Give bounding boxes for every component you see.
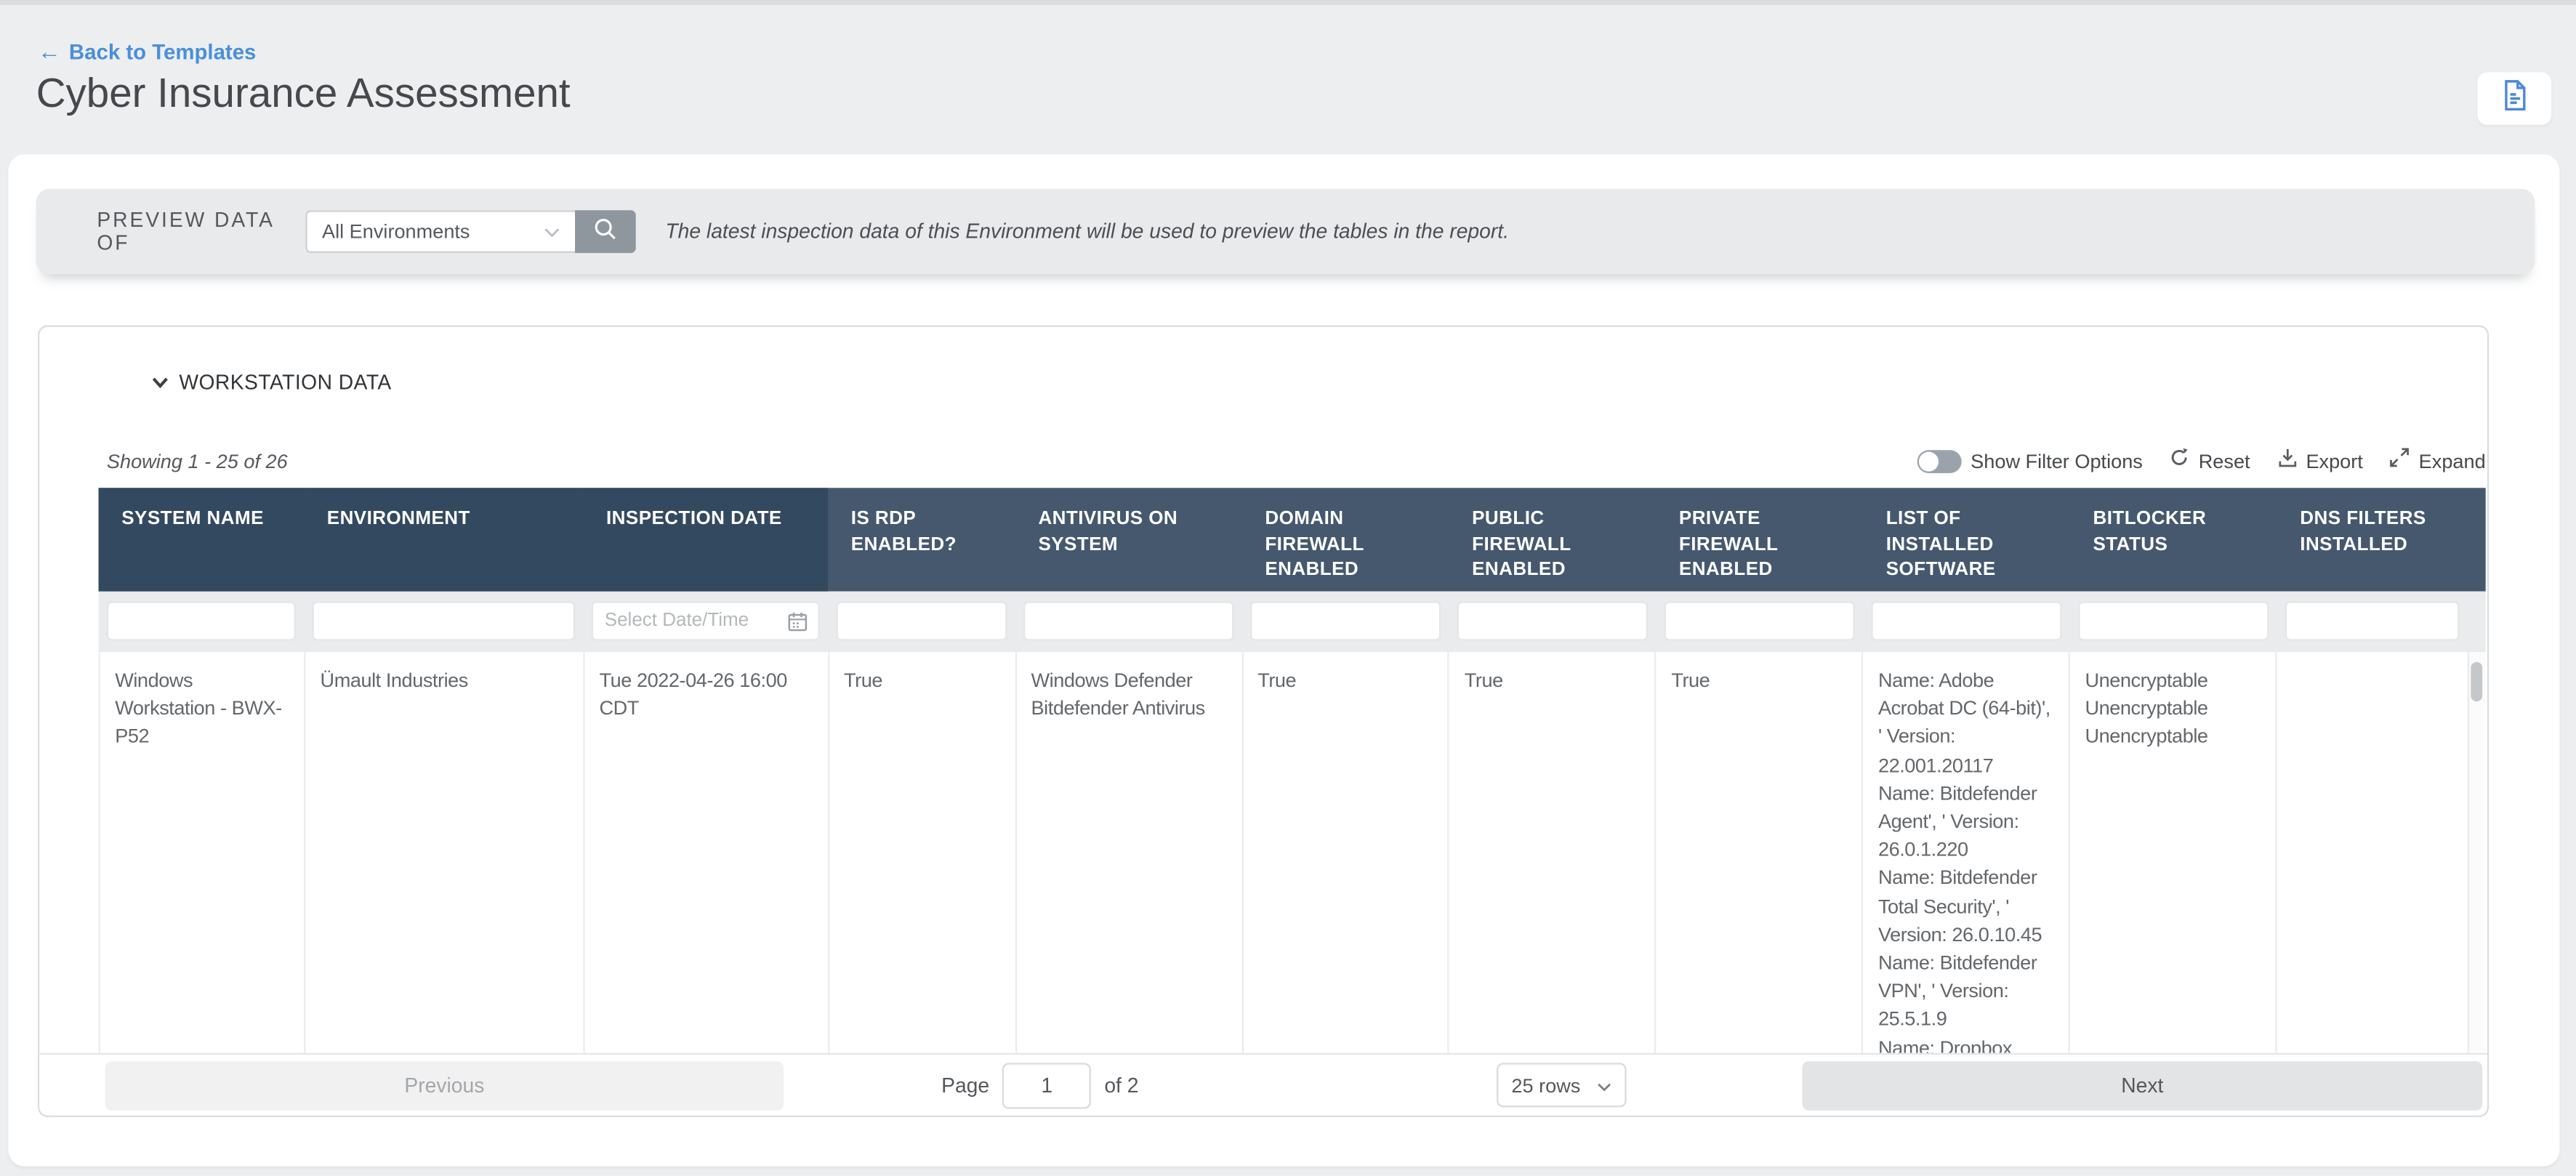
download-icon bbox=[2277, 447, 2298, 477]
expand-label: Expand bbox=[2418, 450, 2486, 473]
cell-antivirus: Windows Defender Bitdefender Antivirus bbox=[1016, 652, 1243, 1053]
show-filter-options-toggle[interactable] bbox=[1916, 450, 1961, 473]
reset-button[interactable]: Reset bbox=[2169, 447, 2250, 477]
filter-toggle-label: Show Filter Options bbox=[1971, 450, 2143, 473]
filter-input-dns[interactable] bbox=[2285, 601, 2460, 641]
cell-dns-filters bbox=[2277, 652, 2468, 1052]
expand-button[interactable]: Expand bbox=[2389, 447, 2486, 477]
cell-system-name: Windows Workstation - BWX-P52 bbox=[100, 652, 306, 1053]
workstation-data-panel: WORKSTATION DATA Showing 1 - 25 of 26 Sh… bbox=[37, 325, 2490, 1117]
filter-input-public-firewall[interactable] bbox=[1457, 601, 1648, 641]
table-row[interactable]: Windows Workstation - BWX-P52 Ümault Ind… bbox=[98, 652, 2486, 1053]
column-header-system-name[interactable]: SYSTEM NAME bbox=[98, 488, 305, 592]
cell-bitlocker-status: Unencryptable Unencryptable Unencryptabl… bbox=[2070, 652, 2277, 1053]
report-document-button[interactable] bbox=[2477, 72, 2552, 125]
column-header-private-firewall[interactable]: PRIVATE FIREWALL ENABLED bbox=[1678, 509, 1778, 580]
page-number-input[interactable] bbox=[1002, 1063, 1092, 1109]
cell-domain-firewall: True bbox=[1243, 652, 1450, 1053]
column-header-inspection-date[interactable]: INSPECTION DATE bbox=[583, 488, 829, 592]
back-link-label: Back to Templates bbox=[68, 39, 257, 65]
cell-environment: Ümault Industries bbox=[305, 652, 585, 1053]
cell-private-firewall: True bbox=[1657, 652, 1864, 1053]
export-button[interactable]: Export bbox=[2277, 447, 2363, 477]
workstation-table: SYSTEM NAME ENVIRONMENT INSPECTION DATE … bbox=[98, 488, 2486, 1053]
filter-input-antivirus[interactable] bbox=[1023, 601, 1234, 641]
rows-per-page-select[interactable]: 25 rows bbox=[1497, 1063, 1627, 1108]
page-label: Page bbox=[941, 1074, 990, 1098]
pagination-bar: Previous Page of 2 25 rows Next bbox=[39, 1052, 2487, 1116]
chevron-down-icon bbox=[544, 217, 560, 246]
document-icon bbox=[2501, 78, 2527, 119]
column-header-public-firewall[interactable]: PUBLIC FIREWALL ENABLED bbox=[1472, 509, 1571, 580]
scrollbar-thumb[interactable] bbox=[2471, 661, 2483, 702]
filter-options-toggle-wrap: Show Filter Options bbox=[1916, 450, 2143, 473]
environment-select-value: All Environments bbox=[321, 220, 470, 243]
filter-input-private-firewall[interactable] bbox=[1664, 601, 1855, 641]
expand-icon bbox=[2389, 447, 2410, 477]
column-header-is-rdp-enabled[interactable]: IS RDP ENABLED? bbox=[850, 509, 957, 555]
search-icon bbox=[593, 217, 618, 246]
window-top-edge bbox=[0, 0, 2576, 5]
page-title: Cyber Insurance Assessment bbox=[36, 71, 571, 117]
cell-installed-software: Name: Adobe Acrobat DC (64-bit)', ' Vers… bbox=[1864, 652, 2071, 1053]
column-header-dns-filters[interactable]: DNS FILTERS INSTALLED bbox=[2300, 509, 2426, 555]
search-button[interactable] bbox=[575, 210, 636, 254]
table-filter-row bbox=[98, 591, 2486, 653]
reset-label: Reset bbox=[2198, 450, 2250, 473]
column-header-installed-software[interactable]: LIST OF INSTALLED SOFTWARE bbox=[1885, 509, 1996, 580]
table-controls-row: Showing 1 - 25 of 26 Show Filter Options bbox=[99, 447, 2486, 477]
preview-data-bar: PREVIEW DATA OF All Environments The lat… bbox=[36, 188, 2535, 275]
cell-inspection-date: Tue 2022-04-26 16:00 CDT bbox=[584, 652, 829, 1053]
previous-page-button[interactable]: Previous bbox=[105, 1061, 784, 1111]
next-page-button[interactable]: Next bbox=[1802, 1061, 2483, 1111]
table-vertical-scrollbar bbox=[2467, 652, 2486, 1053]
page-of-label: of 2 bbox=[1104, 1074, 1139, 1098]
filter-input-bitlocker[interactable] bbox=[2078, 601, 2269, 641]
preview-note: The latest inspection data of this Envir… bbox=[665, 220, 1509, 243]
filter-input-software[interactable] bbox=[1871, 601, 2062, 641]
page-number-group: Page of 2 bbox=[941, 1061, 1138, 1111]
column-header-antivirus[interactable]: ANTIVIRUS ON SYSTEM bbox=[1038, 509, 1178, 555]
main-card: PREVIEW DATA OF All Environments The lat… bbox=[8, 154, 2560, 1167]
chevron-down-icon bbox=[151, 368, 169, 398]
workstation-section-toggle[interactable]: WORKSTATION DATA bbox=[151, 368, 392, 398]
section-title: WORKSTATION DATA bbox=[179, 371, 392, 395]
filter-input-domain-firewall[interactable] bbox=[1250, 601, 1441, 641]
filter-input-rdp[interactable] bbox=[836, 601, 1007, 641]
export-label: Export bbox=[2306, 450, 2363, 473]
table-header-row: SYSTEM NAME ENVIRONMENT INSPECTION DATE … bbox=[98, 488, 2486, 592]
back-arrow-icon: ← bbox=[37, 37, 61, 65]
environment-select[interactable]: All Environments bbox=[305, 210, 576, 254]
filter-input-environment[interactable] bbox=[312, 601, 576, 641]
back-to-templates-link[interactable]: ← Back to Templates bbox=[38, 39, 256, 64]
column-header-bitlocker-status[interactable]: BITLOCKER STATUS bbox=[2093, 509, 2207, 555]
cell-public-firewall: True bbox=[1449, 652, 1657, 1053]
toggle-knob bbox=[1917, 451, 1938, 472]
showing-count-text: Showing 1 - 25 of 26 bbox=[106, 450, 288, 473]
column-header-environment[interactable]: ENVIRONMENT bbox=[304, 488, 584, 592]
cell-is-rdp-enabled: True bbox=[829, 652, 1017, 1053]
chevron-down-icon bbox=[1597, 1074, 1611, 1097]
table-controls: Show Filter Options Reset bbox=[1916, 447, 2486, 477]
filter-input-system-name[interactable] bbox=[106, 601, 296, 641]
filter-input-inspection-date[interactable] bbox=[591, 601, 820, 641]
column-header-domain-firewall[interactable]: DOMAIN FIREWALL ENABLED bbox=[1265, 509, 1364, 580]
reset-icon bbox=[2169, 447, 2190, 477]
preview-data-of-label: PREVIEW DATA OF bbox=[97, 209, 274, 255]
rows-per-page-value: 25 rows bbox=[1511, 1074, 1581, 1097]
